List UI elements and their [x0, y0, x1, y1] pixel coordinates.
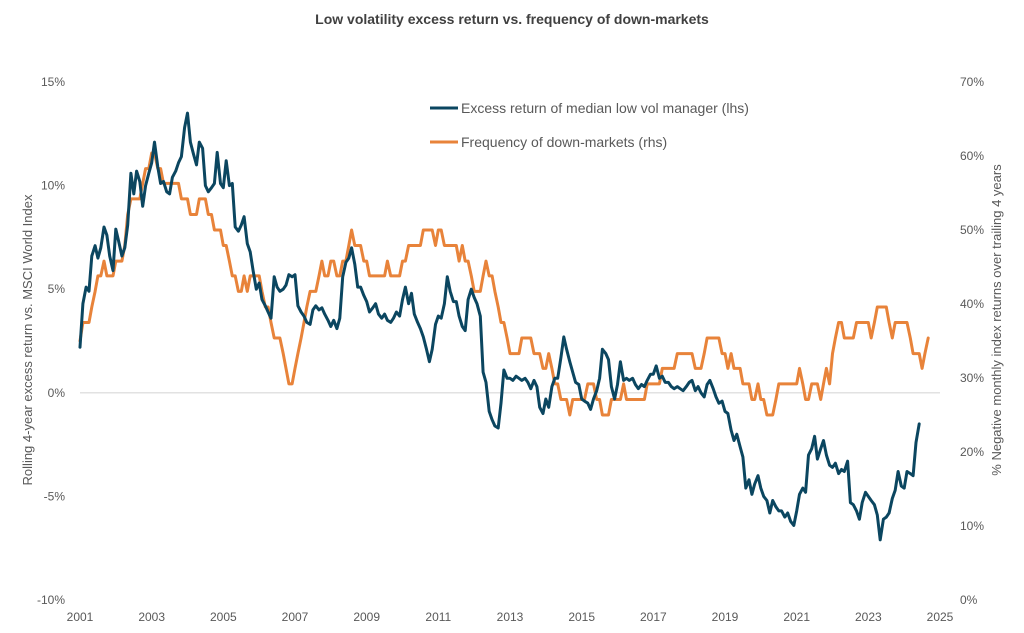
legend-label-excess-return: Excess return of median low vol manager … [461, 100, 749, 116]
series-line-down-markets [78, 151, 930, 417]
right-tick-label: 20% [960, 445, 984, 459]
right-axis-ticks: 70% 60% 50% 40% 30% 20% 10% 0% [960, 75, 984, 607]
x-axis-ticks: 2001 2003 2005 2007 2009 2011 2013 2015 2017 2019… [67, 610, 954, 624]
x-tick-label: 2011 [425, 610, 451, 624]
x-tick-label: 2007 [282, 610, 309, 624]
left-tick-label: -10% [37, 593, 65, 607]
series-line-excess-return [78, 111, 921, 542]
x-tick-label: 2017 [640, 610, 667, 624]
x-tick-label: 2001 [67, 610, 94, 624]
legend-item-excess-return: Excess return of median low vol manager … [430, 100, 749, 116]
left-tick-label: 10% [41, 179, 65, 193]
x-tick-label: 2015 [568, 610, 595, 624]
right-tick-label: 50% [960, 223, 984, 237]
x-tick-label: 2009 [353, 610, 380, 624]
x-tick-label: 2023 [855, 610, 882, 624]
right-tick-label: 10% [960, 519, 984, 533]
left-axis-ticks: 15% 10% 5% 0% -5% -10% [37, 75, 65, 607]
left-axis-label: Rolling 4-year excess return vs. MSCI Wo… [20, 194, 35, 485]
chart-title: Low volatility excess return vs. frequen… [315, 11, 709, 27]
right-tick-label: 70% [960, 75, 984, 89]
x-tick-label: 2013 [497, 610, 524, 624]
legend: Excess return of median low vol manager … [430, 100, 749, 150]
x-tick-label: 2021 [783, 610, 810, 624]
series-group [78, 111, 930, 542]
legend-label-down-markets: Frequency of down-markets (rhs) [461, 134, 667, 150]
left-tick-label: 5% [48, 282, 66, 296]
right-tick-label: 60% [960, 149, 984, 163]
x-tick-label: 2019 [712, 610, 739, 624]
right-tick-label: 30% [960, 371, 984, 385]
right-axis-label: % Negative monthly index returns over tr… [989, 164, 1004, 476]
left-tick-label: 0% [48, 386, 66, 400]
x-tick-label: 2005 [210, 610, 237, 624]
x-tick-label: 2003 [138, 610, 165, 624]
legend-item-down-markets: Frequency of down-markets (rhs) [430, 134, 667, 150]
left-tick-label: -5% [44, 489, 66, 503]
x-tick-label: 2025 [927, 610, 954, 624]
left-tick-label: 15% [41, 75, 65, 89]
right-tick-label: 0% [960, 593, 978, 607]
right-tick-label: 40% [960, 297, 984, 311]
